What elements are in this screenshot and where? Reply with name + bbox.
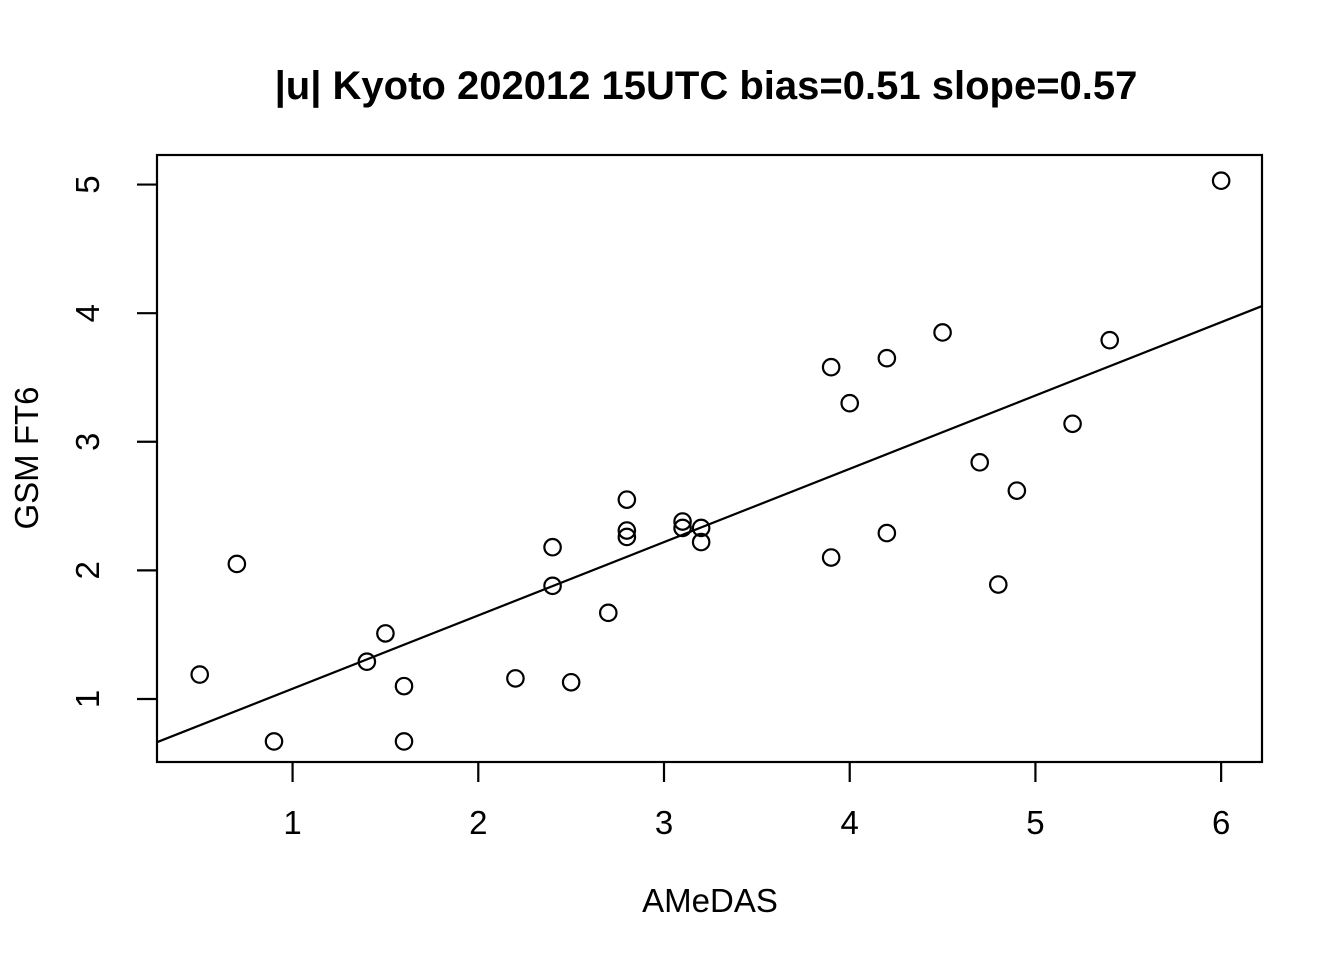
data-point: [357, 652, 377, 671]
y-tick-label: 5: [69, 175, 106, 193]
x-tick-label: 3: [655, 804, 673, 841]
data-point: [376, 624, 395, 643]
data-point: [877, 348, 897, 368]
y-axis-label: GSM FT6: [8, 386, 45, 529]
plot-box: [155, 153, 1264, 764]
data-point: [821, 357, 841, 377]
data-point: [598, 603, 618, 623]
y-tick-label: 3: [69, 433, 106, 451]
x-tick-label: 6: [1212, 804, 1230, 841]
data-point: [691, 532, 711, 552]
data-point: [821, 548, 841, 567]
data-point: [561, 672, 581, 692]
data-point: [840, 393, 860, 413]
x-axis-ticks: 1 2 3 4 5 6: [283, 762, 1230, 841]
data-point: [988, 575, 1008, 594]
x-tick-label: 2: [469, 804, 487, 841]
data-point: [394, 676, 414, 696]
data-point: [506, 669, 525, 688]
chart-title: |u| Kyoto 202012 15UTC bias=0.51 slope=0…: [275, 64, 1138, 108]
data-point: [617, 490, 637, 509]
x-tick-label: 5: [1026, 804, 1044, 841]
x-tick-label: 4: [841, 804, 859, 841]
data-point: [543, 576, 562, 596]
data-point: [673, 512, 692, 531]
data-point: [1063, 414, 1082, 434]
data-point: [673, 518, 692, 538]
y-tick-label: 2: [69, 561, 106, 579]
y-tick-label: 1: [69, 690, 106, 708]
y-tick-label: 4: [69, 304, 106, 322]
data-point: [617, 521, 637, 540]
data-point: [1100, 330, 1120, 350]
data-point: [1007, 481, 1027, 500]
data-point: [933, 323, 952, 342]
data-points: [190, 171, 1231, 751]
x-axis-label: AMeDAS: [642, 882, 778, 919]
data-point: [227, 554, 247, 574]
data-point: [1211, 171, 1231, 191]
data-point: [617, 527, 637, 547]
data-point: [543, 537, 562, 557]
data-point: [691, 518, 711, 538]
data-point: [970, 453, 990, 472]
y-axis-ticks: 1 2 3 4 5: [69, 175, 157, 708]
data-point: [877, 523, 897, 543]
data-point: [264, 732, 284, 751]
data-point: [190, 665, 210, 684]
data-point: [394, 732, 414, 751]
x-tick-label: 1: [283, 804, 301, 841]
